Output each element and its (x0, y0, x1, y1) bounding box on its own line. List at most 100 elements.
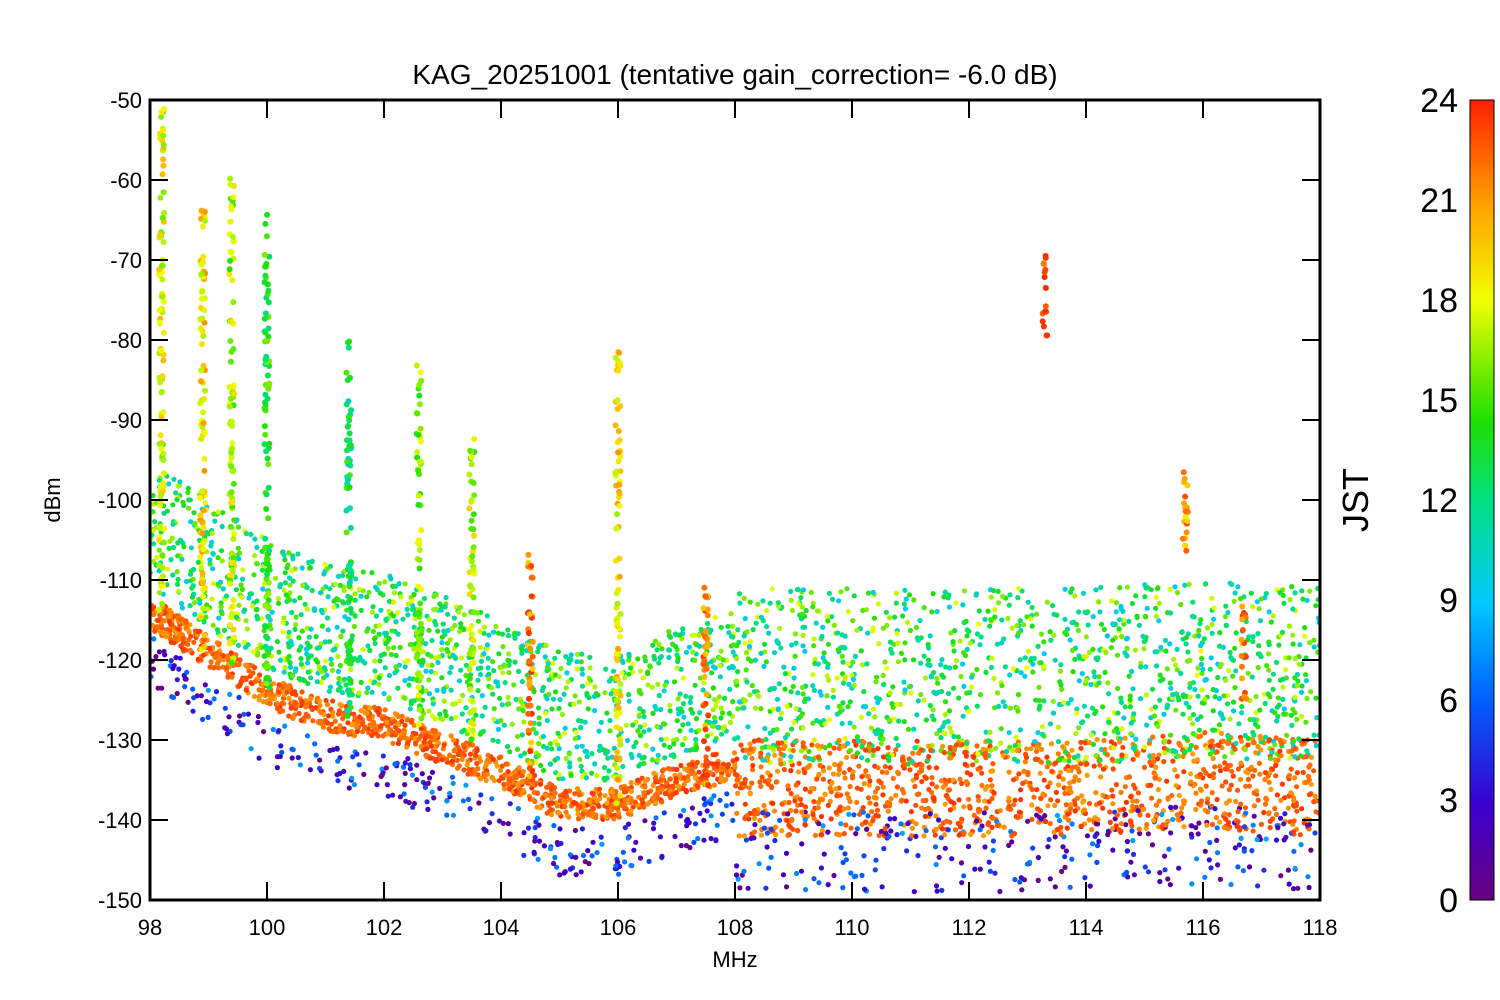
noise-point (968, 772, 974, 778)
noise-point (1021, 622, 1027, 628)
noise-point (1267, 770, 1273, 776)
noise-point (419, 771, 425, 777)
noise-point (218, 600, 224, 606)
noise-point (326, 639, 333, 645)
noise-point (1163, 648, 1169, 654)
noise-point (1060, 776, 1066, 782)
noise-point (1269, 750, 1275, 756)
noise-point (874, 807, 881, 813)
noise-point (335, 653, 341, 660)
noise-point (567, 866, 574, 872)
noise-point (674, 665, 680, 671)
noise-point (1197, 786, 1203, 792)
noise-point (313, 634, 319, 640)
noise-point (1193, 824, 1199, 831)
noise-point (1292, 865, 1298, 871)
noise-point (628, 665, 634, 671)
noise-point (208, 543, 214, 549)
noise-point (1034, 787, 1040, 793)
noise-point (884, 769, 890, 776)
noise-point (854, 734, 861, 740)
noise-point (734, 810, 740, 816)
noise-point (1190, 599, 1196, 605)
noise-point (904, 848, 910, 854)
noise-point (340, 628, 346, 634)
noise-point (1180, 693, 1187, 700)
noise-point (1007, 672, 1013, 678)
noise-point (1209, 595, 1215, 601)
noise-point (521, 852, 527, 859)
noise-point (550, 860, 557, 867)
noise-point (623, 722, 629, 728)
noise-point (1062, 586, 1068, 592)
noise-point (212, 518, 218, 524)
noise-point (1217, 768, 1224, 774)
noise-point (579, 651, 585, 657)
noise-point (662, 721, 668, 727)
noise-point (1232, 746, 1238, 752)
noise-point (1214, 825, 1220, 831)
noise-point (1165, 702, 1171, 708)
noise-point (644, 801, 650, 807)
noise-point (289, 609, 295, 616)
noise-point (381, 651, 387, 657)
noise-point (562, 799, 569, 805)
noise-point (918, 660, 924, 666)
noise-point (840, 743, 846, 749)
noise-point (1118, 699, 1125, 706)
noise-point (1299, 588, 1305, 594)
noise-point (385, 645, 391, 652)
noise-point (168, 557, 174, 563)
noise-point (1181, 749, 1188, 755)
noise-point (332, 718, 338, 724)
noise-point (1068, 696, 1074, 703)
noise-point (859, 755, 865, 761)
noise-point (1151, 817, 1157, 824)
noise-point (1116, 617, 1123, 623)
noise-point (862, 886, 868, 892)
noise-point (1226, 787, 1232, 793)
noise-point (422, 735, 428, 742)
noise-point (1062, 749, 1069, 755)
noise-point (1168, 804, 1174, 811)
noise-point (684, 767, 690, 773)
noise-point (1255, 664, 1261, 671)
noise-point (790, 748, 796, 754)
noise-point (1167, 680, 1173, 686)
noise-point (820, 776, 827, 782)
noise-point (734, 776, 741, 783)
noise-point (404, 606, 410, 612)
noise-point (659, 853, 665, 860)
noise-point (1296, 736, 1302, 742)
noise-point (1055, 782, 1062, 788)
noise-point (973, 758, 980, 764)
noise-point (1273, 659, 1280, 666)
noise-point (429, 637, 435, 644)
noise-point (987, 587, 994, 593)
noise-point (960, 661, 966, 667)
noise-point (1202, 848, 1208, 854)
noise-point (378, 607, 384, 613)
noise-point (356, 690, 362, 696)
noise-point (819, 743, 825, 750)
noise-point (1066, 817, 1072, 823)
noise-point (819, 828, 825, 834)
noise-point (988, 768, 994, 774)
noise-point (1174, 646, 1180, 653)
noise-point (1053, 789, 1059, 796)
noise-point (428, 669, 434, 675)
noise-point (1196, 727, 1202, 733)
noise-point (693, 716, 700, 722)
noise-point (933, 813, 939, 819)
noise-point (353, 576, 359, 582)
noise-point (577, 804, 583, 810)
noise-point (717, 797, 723, 803)
noise-point (318, 679, 324, 686)
noise-point (392, 670, 398, 676)
noise-point (320, 586, 326, 592)
noise-point (773, 824, 779, 830)
noise-point (860, 704, 867, 710)
noise-point (352, 733, 358, 739)
noise-point (696, 769, 702, 775)
noise-point (295, 551, 301, 557)
